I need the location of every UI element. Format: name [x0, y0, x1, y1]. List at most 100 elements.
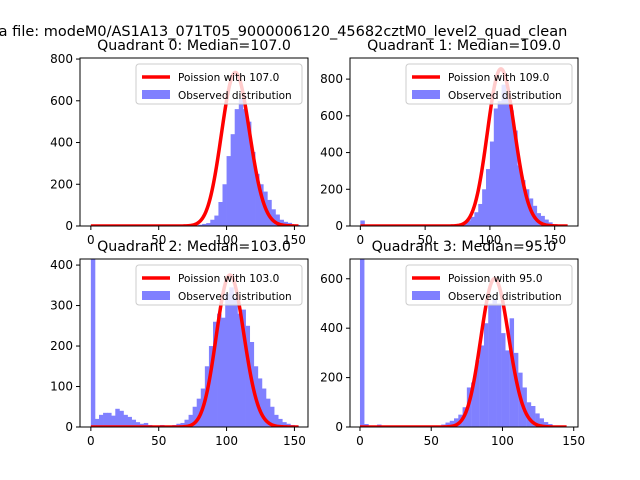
x-tick-label: 0 [87, 434, 95, 448]
x-tick-label: 0 [87, 233, 95, 247]
histogram-bar [501, 84, 507, 226]
histogram-bar [217, 313, 222, 427]
legend-entry-poisson: Poission with 107.0 [178, 72, 279, 84]
histogram-bar [505, 350, 510, 427]
histogram-bar [470, 216, 475, 226]
histogram-bar [513, 352, 519, 427]
histogram-bar [259, 184, 264, 226]
histogram-bar [501, 333, 506, 427]
poisson-curve [359, 67, 569, 226]
histogram-bar [218, 202, 223, 226]
histogram-bars [194, 98, 301, 226]
axes-frame [79, 57, 309, 227]
axes-frame [79, 258, 309, 428]
histogram-bar [492, 298, 497, 427]
histogram-bar [221, 317, 226, 427]
histogram-bar [213, 321, 218, 427]
quadrant-0-plot: 0 50 100 150 0 200 400 600 800 Poission with 107.… [50, 38, 309, 247]
legend-entry-observed: Observed distribution [178, 291, 292, 303]
histogram-bar [486, 169, 491, 226]
x-tick-label: 100 [491, 434, 514, 448]
histogram-bar [107, 412, 112, 427]
histogram-bar [496, 303, 502, 427]
x-tick-label: 0 [357, 233, 365, 247]
legend-box [405, 63, 573, 105]
histogram-bar [135, 422, 141, 427]
histogram-bar [119, 410, 124, 427]
histogram-bar [234, 109, 240, 226]
legend-bar-swatch [142, 90, 170, 99]
x-tick-label: 150 [283, 233, 306, 247]
histogram-bar [535, 413, 540, 427]
histogram-bar [184, 419, 189, 427]
histogram-bar [275, 214, 280, 226]
histogram-bar [478, 203, 483, 226]
histogram-bar [513, 130, 518, 226]
quadrant-1-plot: 0 50 100 150 0 200 400 600 800 Poission with 109.… [320, 38, 579, 247]
histogram-bar [192, 406, 198, 427]
histogram-bar [103, 412, 108, 427]
histogram-bar [237, 313, 242, 427]
histogram-bar [279, 219, 284, 226]
x-tick-label: 150 [562, 434, 585, 448]
histogram-bars [359, 259, 557, 427]
poisson-curve [89, 273, 300, 427]
histogram-bar [127, 416, 132, 427]
y-tick-label: 200 [320, 182, 343, 196]
histogram-bar [210, 219, 215, 226]
legend-entry-poisson: Poission with 109.0 [448, 72, 549, 84]
y-tick-label: 600 [320, 272, 343, 286]
histogram-bar [226, 156, 232, 226]
poisson-curve [358, 276, 568, 427]
histogram-bar [202, 223, 207, 226]
poisson-curve [89, 70, 300, 226]
histogram-bar [225, 293, 230, 427]
histogram-bar [509, 318, 515, 427]
legend-bar-swatch [412, 90, 440, 99]
quadrant-1-title: Quadrant 1: Median=109.0 [367, 38, 561, 54]
histogram-bar [543, 422, 549, 427]
histogram-bar [526, 402, 532, 427]
histogram-bar [229, 287, 234, 427]
histogram-bar [261, 388, 267, 427]
y-tick-label: 0 [65, 420, 73, 434]
histogram-bar [214, 215, 219, 226]
histogram-bar [257, 378, 263, 427]
histogram-bar [278, 418, 283, 427]
histogram-bar [99, 414, 104, 427]
histogram-bar [540, 215, 545, 226]
histogram-bar [123, 414, 128, 427]
x-tick-label: 50 [151, 233, 166, 247]
x-tick-label: 100 [478, 233, 501, 247]
legend-entry-poisson: Poission with 95.0 [448, 273, 543, 285]
histogram-bar [479, 345, 485, 427]
histogram-bar [482, 189, 487, 226]
histogram-bar [246, 121, 252, 226]
histogram-bar [222, 184, 227, 226]
histogram-bar [505, 97, 510, 226]
y-tick-label: 200 [50, 339, 73, 353]
x-tick-label: 150 [543, 233, 566, 247]
histogram-bar [245, 325, 251, 427]
histogram-bar [115, 408, 120, 427]
figure-suptitle: ta file: modeM0/AS1A13_071T05_9000006120… [0, 24, 567, 40]
histogram-bar [271, 209, 276, 226]
histogram-bar [143, 422, 149, 427]
histogram-bar [251, 151, 256, 226]
y-tick-label: 300 [50, 299, 73, 313]
histogram-bar [180, 422, 185, 427]
y-tick-label: 400 [320, 146, 343, 160]
histogram-bar [466, 220, 472, 226]
histogram-bar [196, 398, 202, 427]
histogram-bar [233, 297, 238, 427]
histogram-bar [524, 189, 530, 226]
y-tick-label: 400 [320, 321, 343, 335]
x-tick-label: 100 [215, 434, 238, 448]
histogram-bar [360, 220, 365, 226]
histogram-bar [539, 418, 544, 427]
histogram-bar [497, 101, 503, 226]
histogram-bar [265, 398, 271, 427]
legend-bar-swatch [412, 291, 440, 300]
histogram-bar [111, 415, 116, 427]
histogram-bar [270, 406, 275, 427]
